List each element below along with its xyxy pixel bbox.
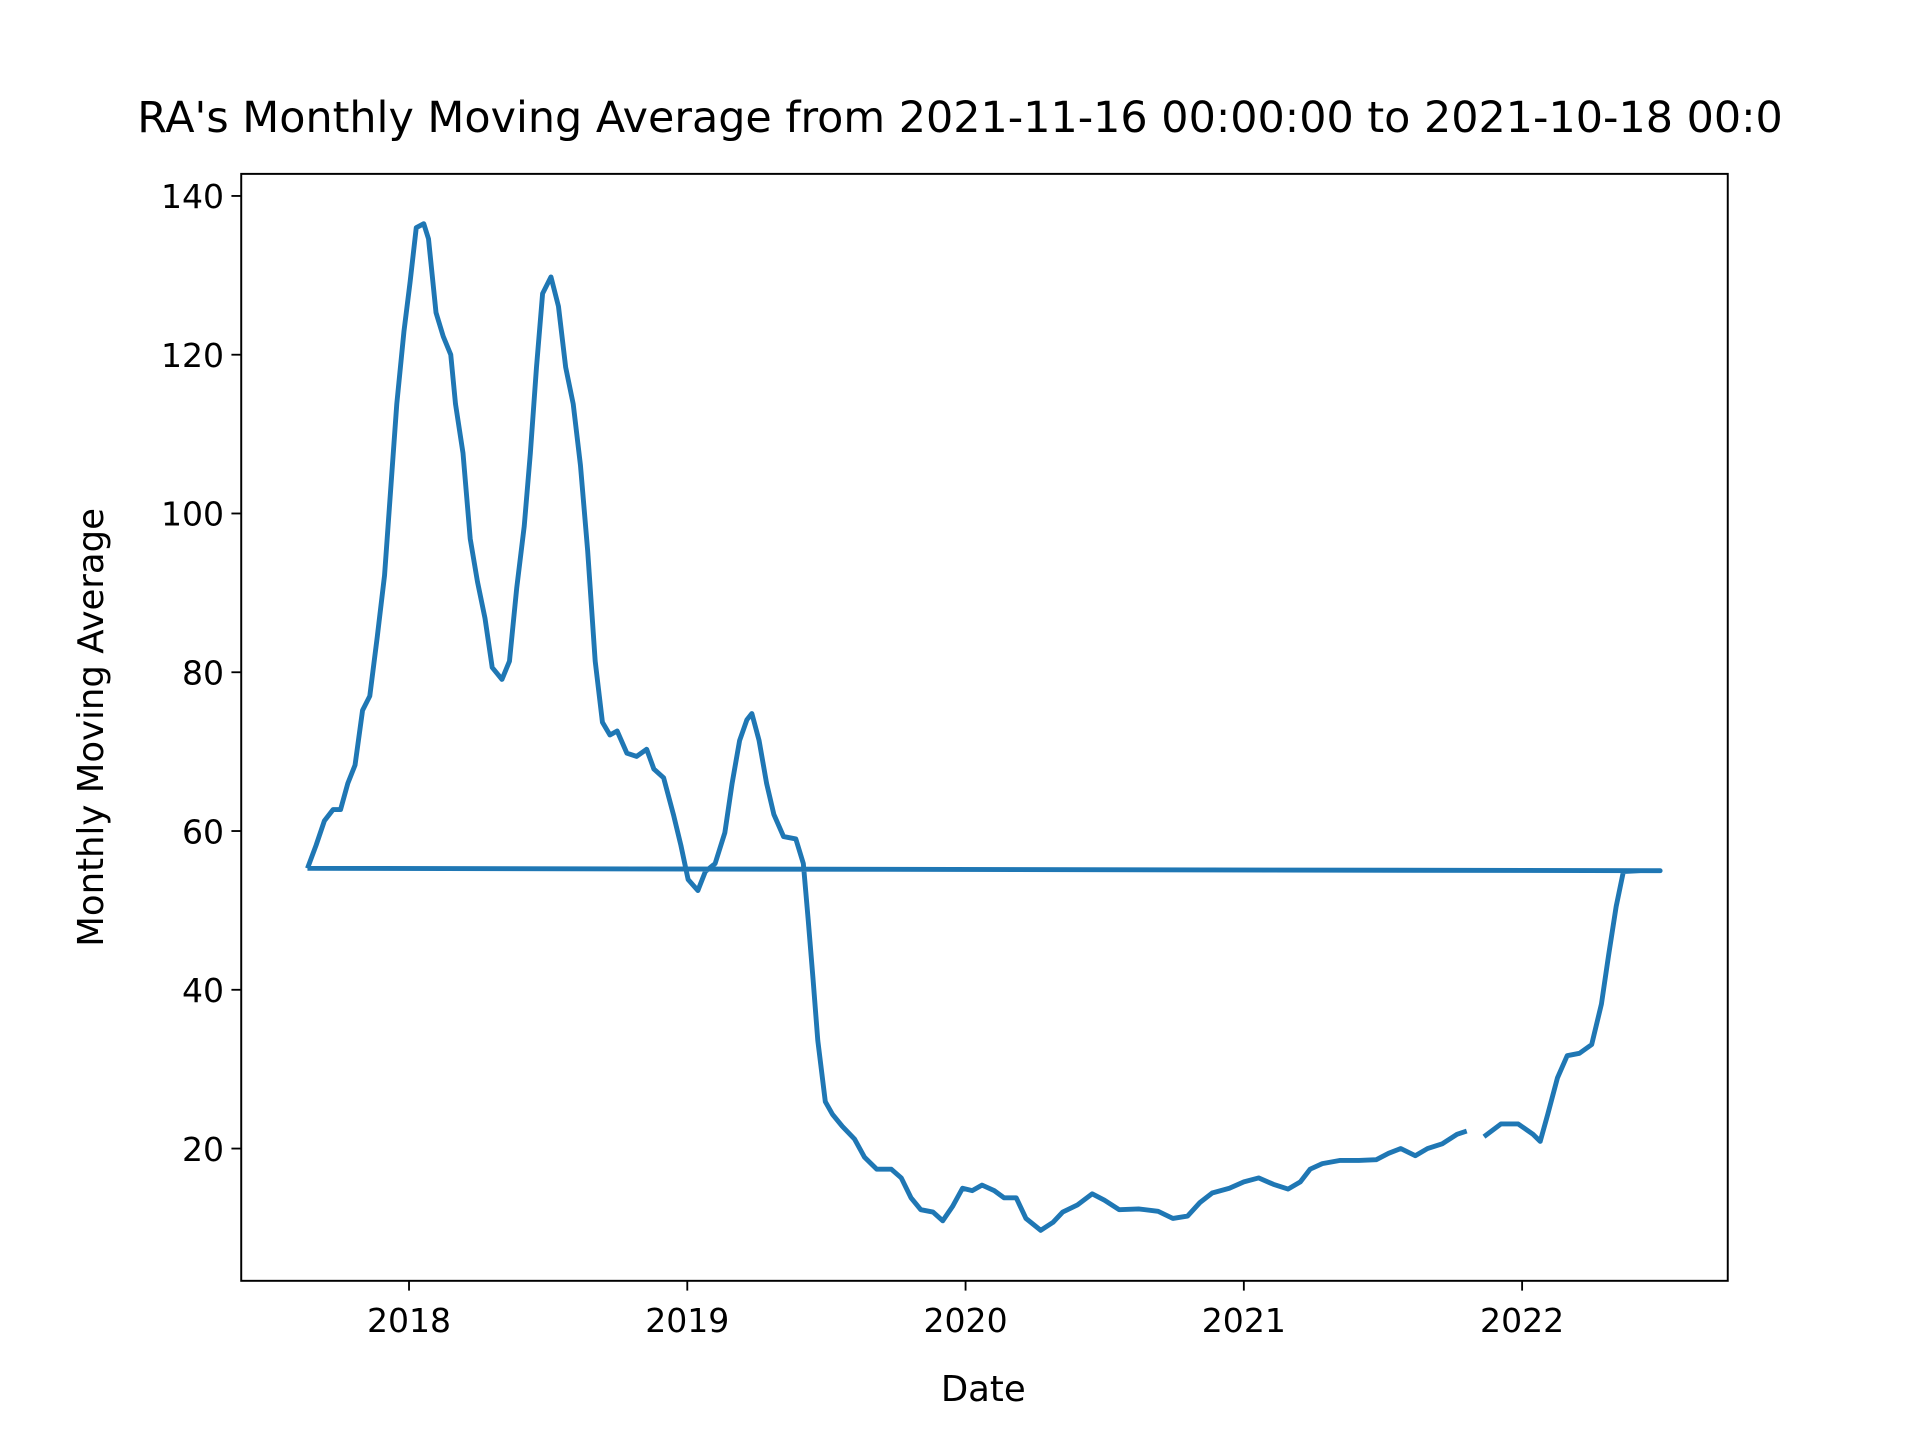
x-tick-label: 2019 xyxy=(645,1301,729,1340)
data-line xyxy=(305,221,1663,1233)
x-tick-label: 2020 xyxy=(924,1301,1008,1340)
y-axis-label: Monthly Moving Average xyxy=(71,508,112,947)
y-tick-label: 100 xyxy=(161,495,224,534)
y-tick-label: 60 xyxy=(182,812,224,851)
y-tick-label: 120 xyxy=(161,336,224,375)
y-tick-label: 80 xyxy=(182,653,224,692)
y-tick-label: 40 xyxy=(182,971,224,1010)
chart-title: RA's Monthly Moving Average from 2021-11… xyxy=(137,93,1783,143)
x-axis-label: Date xyxy=(941,1369,1026,1410)
x-tick-label: 2018 xyxy=(367,1301,451,1340)
y-tick-label: 20 xyxy=(182,1130,224,1169)
x-tick-label: 2022 xyxy=(1480,1301,1564,1340)
x-tick-label: 2021 xyxy=(1202,1301,1286,1340)
plot-frame xyxy=(240,172,1729,1282)
y-tick-label: 140 xyxy=(161,177,224,216)
